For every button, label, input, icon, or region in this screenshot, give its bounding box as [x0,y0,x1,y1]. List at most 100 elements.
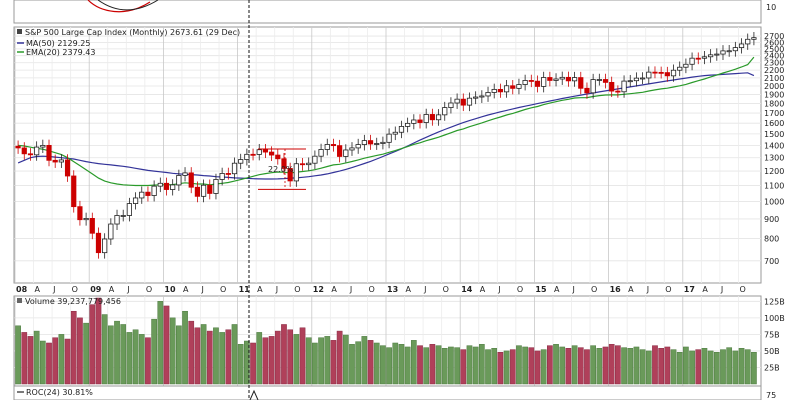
x-tick-label: J [720,285,723,294]
candle [497,83,503,98]
candle-body [46,144,52,161]
x-tick-label: O [443,285,449,294]
volume-bar [509,349,516,385]
moving-average-lines [17,56,755,187]
candle [633,72,640,87]
volume-bar [553,344,559,385]
candle [77,200,83,226]
volume-bar [46,342,52,385]
volume-bar [200,324,207,385]
x-tick-label: J [349,285,352,294]
volume-bar [145,337,151,385]
candle [182,167,188,182]
candle-body [751,37,757,40]
volume-bar [373,342,380,385]
candle [522,74,528,91]
volume-bar [751,351,757,385]
candle [287,162,293,187]
candle [602,73,609,89]
candle-body [132,197,139,204]
candle-body [262,149,269,153]
candle [596,73,602,86]
volume-bar [639,349,646,385]
candle-body [275,154,281,160]
volume-bar [386,347,392,385]
volume-bar [107,325,114,385]
candle [374,137,380,150]
volume-bar [707,350,714,385]
candle-body [95,232,102,254]
candle-body [40,144,46,148]
candle [40,139,46,154]
candle-body [200,184,207,197]
volume-bar [516,345,522,385]
candle [380,136,386,150]
candle [170,179,176,196]
x-tick-label: J [275,285,278,294]
candle-body [578,77,584,89]
volume-tick-label: 125B [764,297,785,306]
candle [466,92,473,112]
volume-bar [194,327,201,385]
x-tick-label: 17 [684,285,695,294]
candle-body [194,186,201,197]
candle-body [528,80,534,82]
price-tick-label: 2400 [764,52,784,61]
candle [262,144,269,159]
candle [417,114,423,129]
x-tick-label: A [109,285,115,294]
candle-body [176,175,182,186]
candle-body [374,143,380,145]
volume-tick-label: 100B [764,314,785,323]
candle [102,233,108,259]
volume-bar [77,317,83,385]
candle [670,64,677,82]
volume-bar [720,349,726,385]
x-tick-label: 13 [387,285,398,294]
candle [571,71,578,87]
volume-bar [565,348,572,385]
volume-bar [596,348,603,385]
candle-body [652,71,658,74]
candle [58,154,64,168]
candle [442,101,448,121]
volume-bar [522,346,528,385]
candle-body [720,50,726,55]
candle [745,33,751,50]
price-grid [14,35,761,262]
candle-body [708,54,714,58]
candle [726,45,732,57]
candle [46,139,52,167]
candle [312,150,318,170]
x-tick-label: A [480,285,486,294]
candle [392,126,398,141]
candle [695,52,701,65]
candle-body [102,238,108,254]
candle-body [34,146,40,156]
x-tick-label: J [126,285,129,294]
price-tick-label: 1800 [764,100,784,109]
volume-bar [633,346,640,385]
x-tick-label: O [739,285,745,294]
volume-bar [683,346,689,385]
candle-body [473,96,479,99]
x-tick-label: O [517,285,523,294]
volume-bar [206,330,213,385]
candle-body [442,107,448,116]
x-tick-label: O [220,285,226,294]
candle-body [386,133,392,143]
x-tick-label: A [331,285,337,294]
candle [95,227,102,259]
x-tick-label: A [183,285,189,294]
candle-body [145,191,151,196]
candle [71,170,77,213]
volume-bar [219,332,225,385]
candle [114,209,120,230]
candle-body [590,79,596,94]
candle-body [238,159,244,164]
candle-body [516,84,522,89]
price-tick-label: 2600 [764,38,784,47]
candle [15,140,21,154]
candle-body [689,57,695,65]
candle [200,179,207,203]
